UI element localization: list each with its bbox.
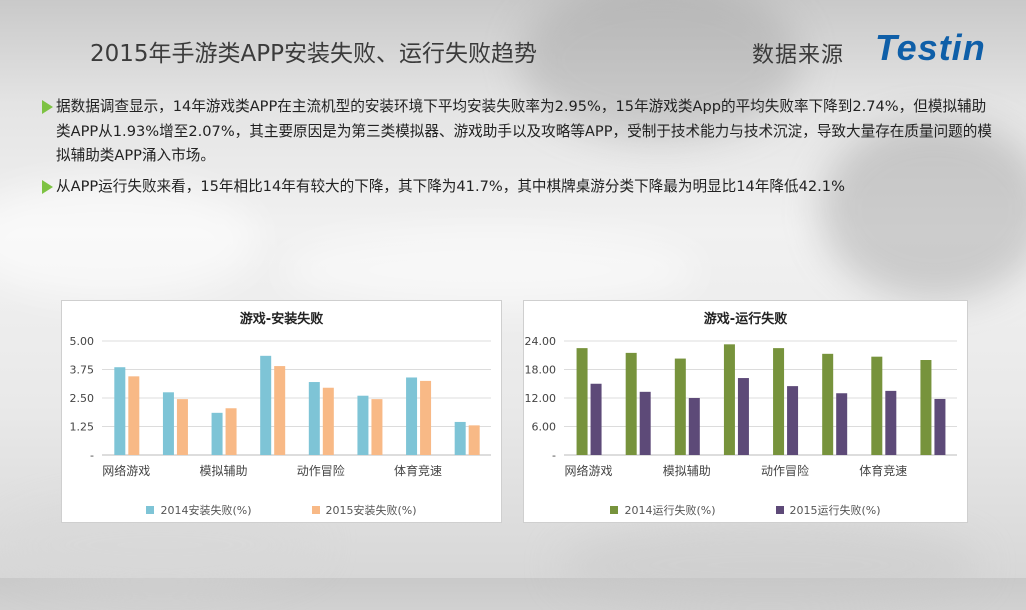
- bar: [114, 367, 126, 455]
- bar: [260, 355, 272, 455]
- x-tick-label: 体育竞速: [394, 463, 442, 478]
- legend-item: 2015运行失败(%): [775, 502, 881, 518]
- bar: [773, 348, 785, 455]
- chart-legend: 2014运行失败(%) 2015运行失败(%): [524, 502, 967, 518]
- bullet-text: 从APP运行失败来看，15年相比14年有较大的下降，其下降为41.7%，其中棋牌…: [56, 177, 845, 195]
- chart-legend: 2014安装失败(%) 2015安装失败(%): [62, 502, 501, 518]
- legend-swatch: [146, 506, 155, 514]
- run-failure-chart-svg: 24.00 18.00 12.00 6.00 -网络游戏 模拟辅助 动作冒险 体育竞速: [525, 335, 957, 478]
- data-source-label: 数据来源: [752, 43, 845, 68]
- legend-label: 2014运行失败(%): [624, 504, 716, 517]
- bar: [162, 392, 174, 455]
- bar: [737, 378, 749, 455]
- bar: [836, 393, 848, 455]
- bar: [590, 383, 602, 455]
- bar: [211, 412, 223, 455]
- bullet-item: 从APP运行失败来看，15年相比14年有较大的下降，其下降为41.7%，其中棋牌…: [38, 175, 998, 200]
- x-tick-label: 动作冒险: [761, 463, 809, 478]
- y-tick-label: 2.50: [70, 392, 95, 405]
- bar: [308, 382, 320, 455]
- x-tick-label: 模拟辅助: [663, 464, 711, 478]
- y-tick-label: 12.00: [525, 392, 557, 405]
- background-blur: [0, 180, 260, 300]
- bar: [468, 425, 480, 455]
- chart-title: 游戏-安装失败: [239, 312, 324, 327]
- x-tick-label: 网络游戏: [102, 463, 150, 478]
- testin-logo: Testin: [875, 27, 986, 68]
- y-tick-label: -: [552, 449, 556, 462]
- install-failure-chart: 游戏-安装失败 5.00 3.75 2.50 1.25 - 网络游戏 模拟辅助 动作冒险 体育竞…: [61, 300, 502, 523]
- legend-label: 2014安装失败(%): [160, 504, 252, 517]
- y-tick-label: 24.00: [525, 335, 557, 348]
- page-title: 2015年手游类APP安装失败、运行失败趋势: [90, 41, 538, 67]
- y-tick-label: -: [90, 449, 94, 462]
- legend-item: 2015安装失败(%): [311, 502, 417, 518]
- bar: [576, 348, 588, 455]
- y-tick-label: 18.00: [525, 364, 557, 377]
- bar: [406, 377, 418, 455]
- x-tick-label: 动作冒险: [297, 463, 345, 478]
- legend-label: 2015运行失败(%): [789, 504, 881, 517]
- legend-label: 2015安装失败(%): [325, 504, 417, 517]
- bar: [688, 398, 700, 455]
- legend-item: 2014安装失败(%): [146, 502, 252, 518]
- run-failure-chart: 游戏-运行失败 24.00 18.00 12.00 6.00 - 网络游戏 模拟辅助 动作冒险…: [523, 300, 968, 523]
- bar: [871, 356, 883, 455]
- chart-title: 游戏-运行失败: [703, 312, 788, 327]
- bar: [225, 408, 237, 455]
- bullet-item: 据数据调查显示，14年游戏类APP在主流机型的安装环境下平均安装失败率为2.95…: [38, 95, 998, 169]
- y-tick-label: 5.00: [70, 335, 95, 348]
- bar: [723, 344, 735, 455]
- x-tick-label: 模拟辅助: [200, 464, 248, 478]
- bar: [357, 395, 369, 455]
- legend-swatch: [311, 506, 320, 514]
- bar: [128, 376, 140, 455]
- bar: [920, 360, 932, 455]
- background-blur: [520, 0, 800, 140]
- bullet-arrow-icon: [42, 100, 53, 114]
- x-tick-label: 体育竞速: [859, 463, 907, 478]
- background-blur: [820, 120, 1026, 300]
- y-tick-label: 1.25: [70, 421, 95, 434]
- bar: [885, 390, 897, 455]
- bullet-arrow-icon: [42, 179, 53, 194]
- x-tick-label: 网络游戏: [565, 463, 613, 478]
- bar: [176, 399, 188, 455]
- bar: [934, 398, 946, 455]
- bar: [639, 391, 651, 455]
- legend-item: 2014运行失败(%): [610, 502, 716, 518]
- bar: [322, 387, 334, 455]
- bar: [787, 386, 799, 455]
- bar: [420, 380, 432, 455]
- background-blur: [560, 520, 980, 610]
- bullet-list: 据数据调查显示，14年游戏类APP在主流机型的安装环境下平均安装失败率为2.95…: [38, 95, 998, 205]
- legend-swatch: [610, 506, 619, 514]
- bar: [674, 358, 686, 455]
- y-tick-label: 3.75: [70, 364, 95, 377]
- bar: [274, 366, 286, 455]
- legend-swatch: [775, 506, 784, 514]
- bar: [822, 353, 834, 455]
- bar: [625, 352, 637, 455]
- background-blur: [280, 230, 700, 310]
- bar: [371, 399, 383, 455]
- install-failure-chart-svg: 5.00 3.75 2.50 1.25 -网络游戏 模拟辅助 动作冒险 体育竞速: [70, 335, 491, 478]
- bullet-text: 据数据调查显示，14年游戏类APP在主流机型的安装环境下平均安装失败率为2.95…: [56, 98, 992, 164]
- bar: [454, 421, 466, 455]
- y-tick-label: 6.00: [532, 421, 557, 434]
